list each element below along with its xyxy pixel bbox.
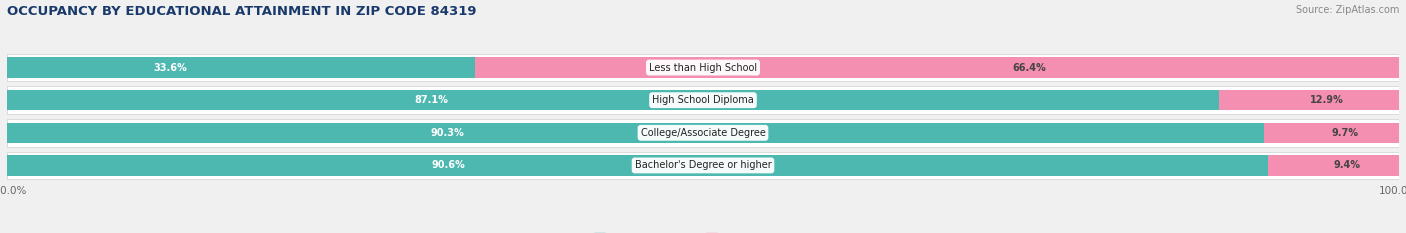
Text: 9.7%: 9.7% [1331, 128, 1358, 138]
Bar [7, 155, 1268, 175]
Bar [7, 119, 1399, 147]
Text: 12.9%: 12.9% [1310, 95, 1344, 105]
Text: 66.4%: 66.4% [1012, 63, 1046, 72]
Text: Source: ZipAtlas.com: Source: ZipAtlas.com [1295, 5, 1399, 15]
Bar [1264, 123, 1399, 143]
Bar [475, 58, 1399, 78]
Text: College/Associate Degree: College/Associate Degree [641, 128, 765, 138]
Bar [7, 58, 475, 78]
Legend: Owner-occupied, Renter-occupied: Owner-occupied, Renter-occupied [589, 229, 817, 233]
Text: OCCUPANCY BY EDUCATIONAL ATTAINMENT IN ZIP CODE 84319: OCCUPANCY BY EDUCATIONAL ATTAINMENT IN Z… [7, 5, 477, 18]
Bar [1219, 90, 1399, 110]
Bar [7, 152, 1399, 179]
Text: 90.3%: 90.3% [430, 128, 464, 138]
Text: Less than High School: Less than High School [650, 63, 756, 72]
Text: 9.4%: 9.4% [1333, 161, 1360, 170]
Bar [7, 123, 1264, 143]
Bar [7, 90, 1219, 110]
Text: 87.1%: 87.1% [415, 95, 449, 105]
Text: Bachelor's Degree or higher: Bachelor's Degree or higher [634, 161, 772, 170]
Bar [7, 86, 1399, 114]
Bar [1268, 155, 1399, 175]
Bar [7, 54, 1399, 82]
Text: 90.6%: 90.6% [432, 161, 465, 170]
Text: High School Diploma: High School Diploma [652, 95, 754, 105]
Text: 33.6%: 33.6% [153, 63, 187, 72]
